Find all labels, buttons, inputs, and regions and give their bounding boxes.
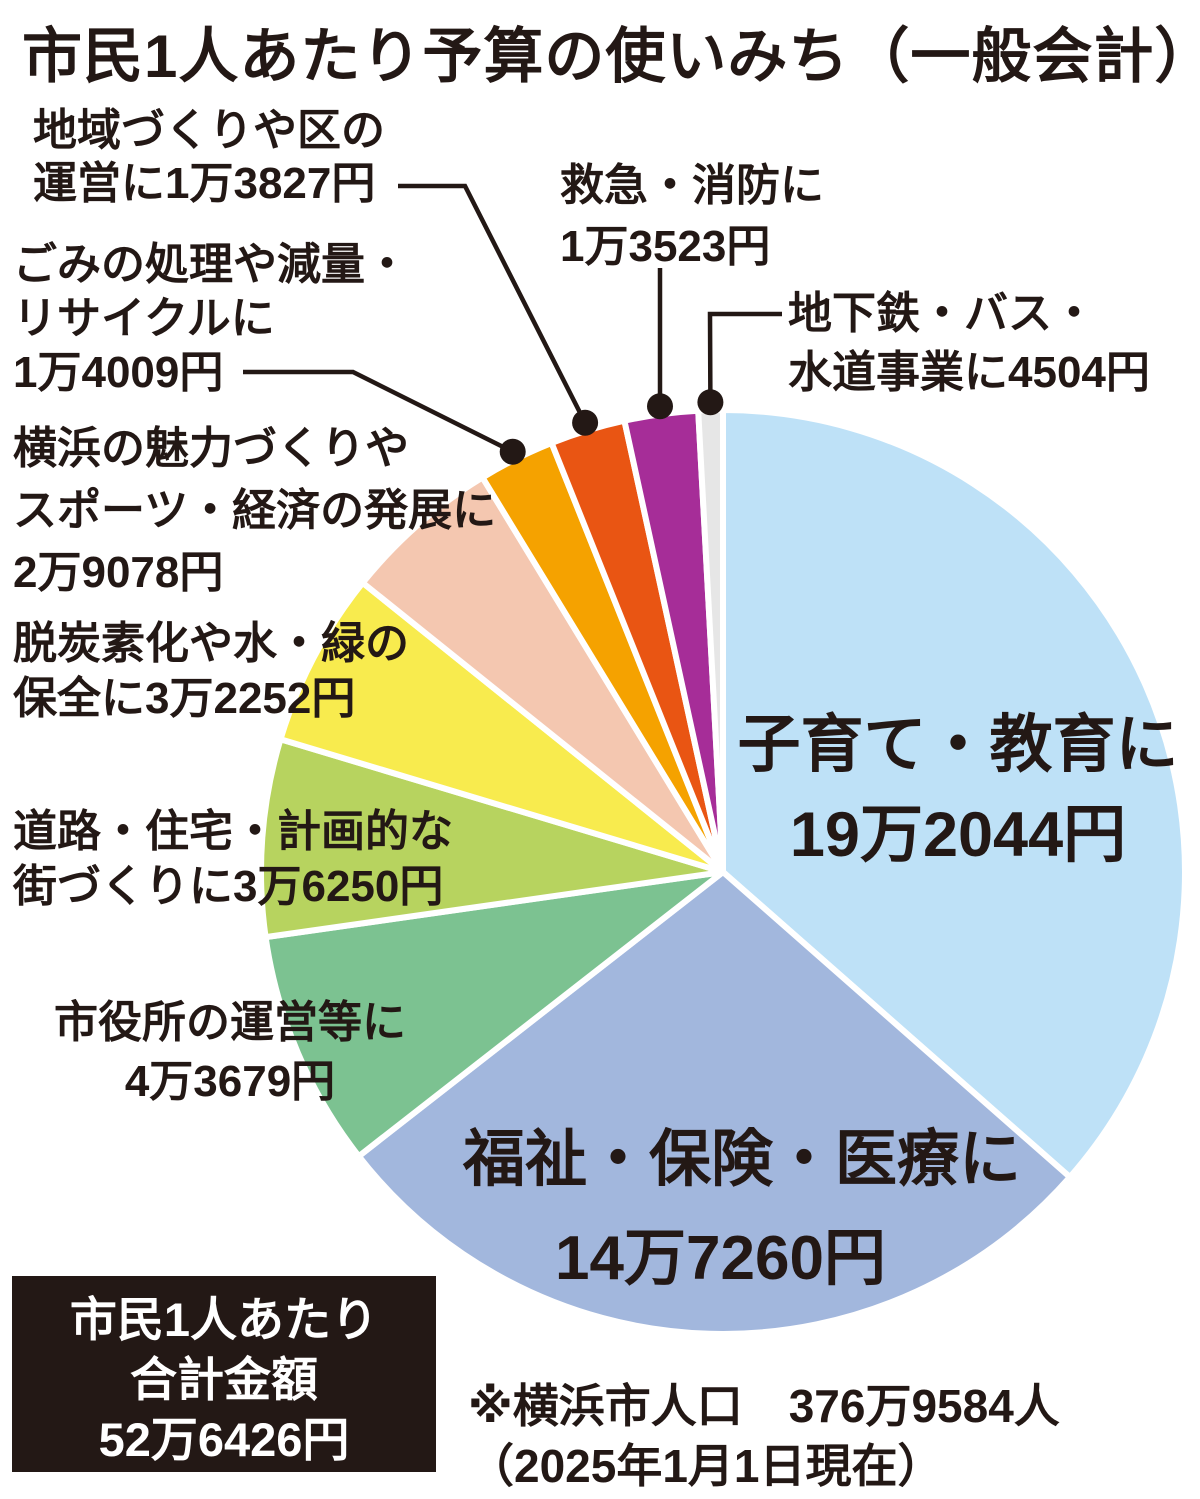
label-line: 19万2044円 bbox=[789, 800, 1127, 870]
label-line: 地域づくりや区の bbox=[33, 106, 385, 155]
leader-dot-9 bbox=[697, 389, 724, 416]
label-line: 街づくりに3万6250円 bbox=[13, 862, 444, 911]
leader-dot-7 bbox=[572, 409, 599, 436]
label-line: 4万3679円 bbox=[124, 1057, 336, 1106]
label-chiiki-zukuri: 地域づくりや区の 運営に1万3827円 bbox=[33, 104, 385, 210]
label-line: 14万7260円 bbox=[555, 1224, 886, 1293]
pie-slice-1 bbox=[355, 869, 1073, 1337]
label-line: 市役所の運営等に bbox=[54, 998, 406, 1047]
total-amount-box: 市民1人あたり 合計金額 52万6426円 bbox=[12, 1276, 436, 1472]
total-box-line: 52万6426円 bbox=[98, 1413, 350, 1466]
label-line: ごみの処理や減量・ bbox=[13, 240, 409, 289]
leader-line-9 bbox=[707, 311, 782, 403]
note-line: （2025年1月1日現在） bbox=[468, 1440, 944, 1492]
leader-line-6 bbox=[243, 369, 514, 454]
label-line: 水道事業に4504円 bbox=[788, 348, 1150, 397]
leader-line-7 bbox=[398, 183, 588, 424]
pie-slice-2 bbox=[262, 869, 726, 1160]
label-shiyakusho: 市役所の運営等に 4万3679円 bbox=[15, 993, 445, 1111]
label-gomi-recycle: ごみの処理や減量・ リサイクルに 1万4009円 bbox=[13, 238, 409, 400]
total-box-line: 市民1人あたり bbox=[69, 1293, 379, 1346]
label-doro-jutaku: 道路・住宅・計画的な 街づくりに3万6250円 bbox=[13, 804, 453, 914]
label-line: 運営に1万3827円 bbox=[33, 159, 376, 208]
label-kyukyu-shobo: 救急・消防に 1万3523円 bbox=[560, 155, 824, 277]
leader-dot-6 bbox=[499, 438, 526, 465]
label-line: 道路・住宅・計画的な bbox=[13, 807, 453, 856]
label-chikatetsu-bus-suido: 地下鉄・バス・ 水道事業に4504円 bbox=[788, 284, 1150, 402]
total-box-line: 合計金額 bbox=[130, 1353, 318, 1406]
page-title: 市民1人あたり予算の使いみち（一般会計） bbox=[22, 23, 1200, 90]
label-kosodate-kyoiku: 子育て・教育に 19万2044円 bbox=[708, 700, 1200, 880]
label-line: 脱炭素化や水・緑の bbox=[13, 619, 409, 668]
label-line: リサイクルに bbox=[13, 294, 275, 343]
note-line: ※横浜市人口 376万9584人 bbox=[468, 1380, 1060, 1432]
label-yokohama-miryoku: 横浜の魅力づくりや スポーツ・経済の発展に 2万9078円 bbox=[13, 418, 496, 604]
label-line: 2万9078円 bbox=[13, 548, 224, 597]
label-line: 子育て・教育に bbox=[737, 710, 1179, 780]
label-line: 福祉・保険・医療に bbox=[463, 1125, 1022, 1194]
label-line: 地下鉄・バス・ bbox=[788, 289, 1096, 338]
pie-slice-3 bbox=[258, 736, 726, 941]
label-line: スポーツ・経済の発展に bbox=[13, 486, 497, 535]
pie-slice-0 bbox=[720, 407, 1188, 1181]
label-line: 救急・消防に bbox=[560, 161, 824, 210]
leader-dot-8 bbox=[647, 393, 673, 420]
label-line: 保全に3万2252円 bbox=[13, 674, 356, 723]
label-line: 1万3523円 bbox=[560, 222, 771, 271]
label-fukushi-hoken-iryo: 福祉・保険・医療に 14万7260円 bbox=[463, 1110, 1022, 1308]
population-note: ※横浜市人口 376万9584人 （2025年1月1日現在） bbox=[468, 1376, 1060, 1496]
pie-slice-4 bbox=[277, 579, 726, 875]
label-line: 1万4009円 bbox=[13, 348, 224, 397]
pie-slice-5 bbox=[359, 474, 726, 875]
label-line: 横浜の魅力づくりや bbox=[13, 424, 409, 473]
label-datsutanso: 脱炭素化や水・緑の 保全に3万2252円 bbox=[13, 616, 409, 726]
